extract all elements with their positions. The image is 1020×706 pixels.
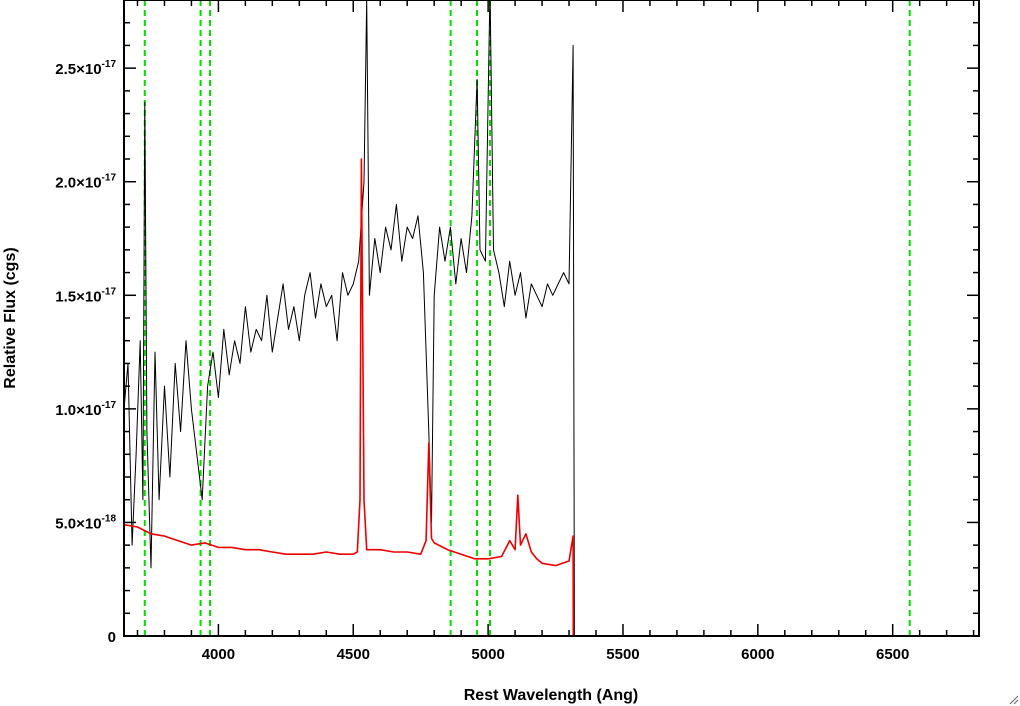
y-tick-exponent: -17 (102, 400, 117, 411)
y-tick-label: 5.0×10-18 (55, 513, 116, 532)
x-tick-label: 5500 (606, 646, 639, 663)
plot-area (123, 0, 980, 637)
y-tick-label: 1.5×10-17 (55, 286, 116, 305)
x-tick-label: 4000 (202, 646, 235, 663)
y-tick-label: 2.0×10-17 (55, 173, 116, 192)
y-tick-exponent: -17 (102, 173, 117, 184)
x-tick-label: 6000 (741, 646, 774, 663)
series-line-1 (123, 0, 979, 637)
x-axis-title: Rest Wavelength (Ang) (464, 687, 639, 704)
resize-grip-icon[interactable] (1009, 695, 1019, 705)
y-tick-mantissa: 5.0×10 (55, 515, 101, 532)
series-layer (123, 0, 979, 637)
series-line-2 (123, 158, 979, 637)
y-tick-mantissa: 0 (108, 629, 116, 646)
y-tick-label: 0 (108, 629, 116, 646)
x-tick-label: 4500 (337, 646, 370, 663)
y-tick-label: 2.5×10-17 (55, 59, 116, 78)
x-tick-labels: 4000 4500 5000 5500 6000 6500 (202, 646, 910, 663)
y-tick-mantissa: 2.0×10 (55, 175, 101, 192)
y-tick-mantissa: 1.5×10 (55, 288, 101, 305)
y-tick-exponent: -17 (102, 59, 117, 70)
y-tick-labels: 05.0×10-181.0×10-171.5×10-172.0×10-172.5… (55, 59, 116, 646)
y-tick-label: 1.0×10-17 (55, 400, 116, 419)
y-tick-mantissa: 2.5×10 (55, 61, 101, 78)
x-tick-label: 5000 (471, 646, 504, 663)
y-axis-title: Relative Flux (cgs) (2, 247, 19, 388)
plot-frame (123, 0, 980, 637)
x-tick-label: 6500 (876, 646, 909, 663)
y-tick-exponent: -17 (102, 286, 117, 297)
y-tick-exponent: -18 (102, 513, 117, 524)
y-tick-mantissa: 1.0×10 (55, 402, 101, 419)
axis-ticks (124, 0, 979, 637)
